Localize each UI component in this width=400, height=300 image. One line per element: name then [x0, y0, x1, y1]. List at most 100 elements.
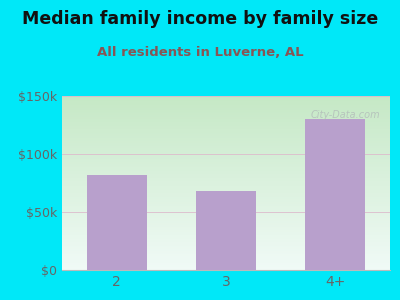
- Bar: [62, 225, 390, 226]
- Bar: [62, 211, 390, 213]
- Bar: [62, 171, 390, 172]
- Bar: [62, 96, 390, 98]
- Bar: [62, 195, 390, 197]
- Bar: [62, 268, 390, 270]
- Text: City-Data.com: City-Data.com: [310, 110, 380, 120]
- Bar: [62, 120, 390, 122]
- Bar: [62, 136, 390, 138]
- Bar: [62, 230, 390, 232]
- Bar: [62, 221, 390, 223]
- Bar: [62, 204, 390, 206]
- Bar: [62, 261, 390, 263]
- Bar: [62, 155, 390, 157]
- Bar: [62, 101, 390, 103]
- Bar: [62, 263, 390, 265]
- Bar: [62, 150, 390, 152]
- Bar: [62, 246, 390, 248]
- Bar: [62, 202, 390, 204]
- Bar: [62, 266, 390, 268]
- Bar: [62, 228, 390, 230]
- Bar: [62, 254, 390, 256]
- Bar: [62, 143, 390, 145]
- Bar: [62, 244, 390, 246]
- Bar: [62, 117, 390, 118]
- Bar: [62, 185, 390, 187]
- Bar: [62, 157, 390, 159]
- Bar: [62, 192, 390, 194]
- Bar: [62, 232, 390, 233]
- Bar: [62, 176, 390, 178]
- Bar: [62, 153, 390, 155]
- Bar: [62, 166, 390, 167]
- Bar: [62, 181, 390, 183]
- Bar: [196, 191, 256, 270]
- Bar: [62, 159, 390, 161]
- Bar: [62, 256, 390, 258]
- Bar: [62, 112, 390, 113]
- Bar: [62, 207, 390, 209]
- Bar: [62, 218, 390, 220]
- Bar: [62, 164, 390, 166]
- Bar: [62, 239, 390, 240]
- Bar: [62, 190, 390, 192]
- Bar: [62, 233, 390, 235]
- Bar: [62, 188, 390, 190]
- Bar: [62, 174, 390, 176]
- Bar: [62, 98, 390, 100]
- Bar: [62, 194, 390, 195]
- Bar: [62, 103, 390, 105]
- Bar: [62, 253, 390, 254]
- Bar: [62, 127, 390, 129]
- Bar: [62, 242, 390, 244]
- Bar: [62, 108, 390, 110]
- Bar: [62, 146, 390, 148]
- Bar: [62, 106, 390, 108]
- Bar: [62, 248, 390, 249]
- Bar: [62, 223, 390, 225]
- Bar: [62, 140, 390, 141]
- Bar: [62, 179, 390, 181]
- Bar: [62, 167, 390, 169]
- Bar: [62, 226, 390, 228]
- Bar: [62, 235, 390, 237]
- Bar: [62, 199, 390, 200]
- Bar: [62, 148, 390, 150]
- Bar: [62, 209, 390, 211]
- Bar: [62, 187, 390, 188]
- Bar: [62, 122, 390, 124]
- Bar: [62, 129, 390, 131]
- Bar: [62, 240, 390, 242]
- Bar: [62, 169, 390, 171]
- Bar: [62, 118, 390, 120]
- Bar: [305, 119, 366, 270]
- Bar: [62, 138, 390, 140]
- Bar: [62, 206, 390, 207]
- Text: All residents in Luverne, AL: All residents in Luverne, AL: [97, 46, 303, 59]
- Bar: [62, 105, 390, 106]
- Bar: [62, 124, 390, 126]
- Text: Median family income by family size: Median family income by family size: [22, 11, 378, 28]
- Bar: [62, 100, 390, 101]
- Bar: [62, 237, 390, 239]
- Bar: [62, 216, 390, 218]
- Bar: [62, 110, 390, 112]
- Bar: [62, 260, 390, 261]
- Bar: [62, 113, 390, 115]
- Bar: [62, 213, 390, 214]
- Bar: [62, 178, 390, 179]
- Bar: [62, 258, 390, 260]
- Bar: [62, 126, 390, 127]
- Bar: [62, 183, 390, 185]
- Bar: [62, 131, 390, 133]
- Bar: [62, 220, 390, 221]
- Bar: [62, 160, 390, 162]
- Bar: [62, 197, 390, 199]
- Bar: [62, 251, 390, 253]
- Bar: [62, 162, 390, 164]
- Bar: [62, 200, 390, 202]
- Bar: [62, 134, 390, 136]
- Bar: [62, 145, 390, 146]
- Bar: [62, 265, 390, 266]
- Bar: [86, 175, 147, 270]
- Bar: [62, 152, 390, 153]
